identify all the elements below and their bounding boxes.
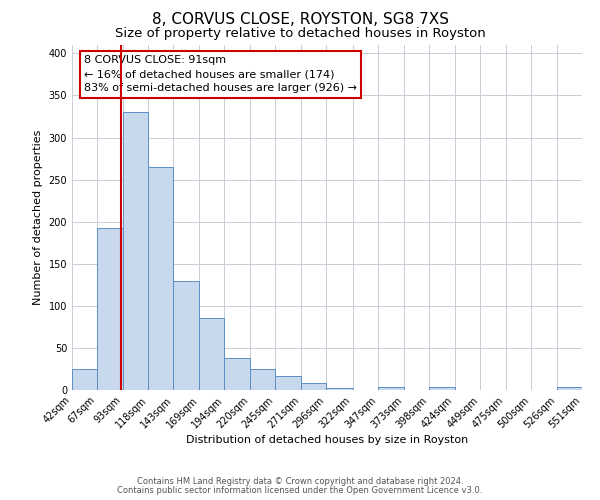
Bar: [173, 280, 199, 390]
Bar: [326, 388, 353, 390]
Bar: [301, 384, 326, 390]
Text: Contains HM Land Registry data © Crown copyright and database right 2024.: Contains HM Land Registry data © Crown c…: [137, 477, 463, 486]
Bar: [123, 112, 148, 390]
Text: Contains public sector information licensed under the Open Government Licence v3: Contains public sector information licen…: [118, 486, 482, 495]
Bar: [428, 386, 455, 390]
X-axis label: Distribution of detached houses by size in Royston: Distribution of detached houses by size …: [186, 436, 468, 446]
Y-axis label: Number of detached properties: Number of detached properties: [33, 130, 43, 305]
Text: 8 CORVUS CLOSE: 91sqm
← 16% of detached houses are smaller (174)
83% of semi-det: 8 CORVUS CLOSE: 91sqm ← 16% of detached …: [84, 55, 357, 93]
Bar: [557, 388, 582, 390]
Bar: [199, 318, 224, 390]
Bar: [224, 358, 250, 390]
Bar: [250, 369, 275, 390]
Bar: [377, 386, 404, 390]
Bar: [97, 228, 123, 390]
Text: Size of property relative to detached houses in Royston: Size of property relative to detached ho…: [115, 28, 485, 40]
Bar: [275, 376, 301, 390]
Text: 8, CORVUS CLOSE, ROYSTON, SG8 7XS: 8, CORVUS CLOSE, ROYSTON, SG8 7XS: [151, 12, 449, 28]
Bar: [148, 167, 173, 390]
Bar: [72, 369, 97, 390]
